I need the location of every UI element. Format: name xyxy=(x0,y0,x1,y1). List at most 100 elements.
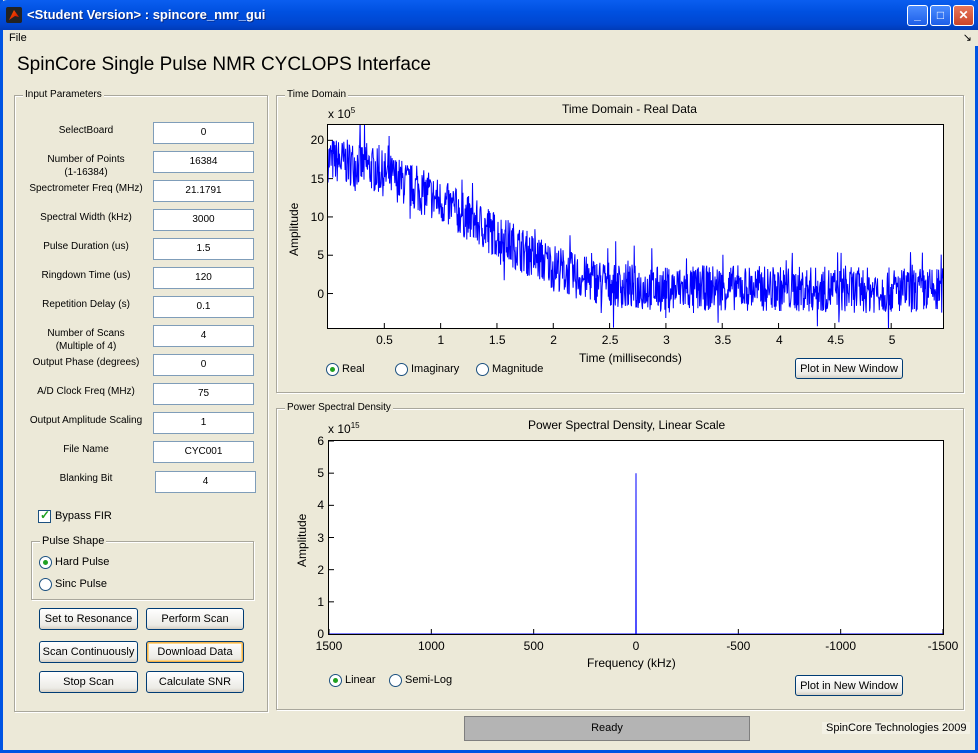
psd-plot-title: Power Spectral Density, Linear Scale xyxy=(528,418,726,432)
stop-scan-button[interactable]: Stop Scan xyxy=(39,671,138,693)
param-input[interactable]: CYC001 xyxy=(153,441,254,463)
param-label: A/D Clock Freq (MHz) xyxy=(37,386,135,397)
psd-y-tick: 5 xyxy=(317,466,324,481)
param-input[interactable]: 75 xyxy=(153,383,254,405)
param-input[interactable]: 21.1791 xyxy=(153,180,254,202)
param-input[interactable]: 1.5 xyxy=(153,238,254,260)
time-y-axis-label: Amplitude xyxy=(287,202,301,256)
menu-file[interactable]: File xyxy=(9,32,27,44)
credit-text: SpinCore Technologies 2009 xyxy=(822,722,971,734)
param-label: Number of Points (1-16384) xyxy=(47,154,125,178)
psd-x-tick: 1000 xyxy=(417,639,445,653)
time-y-tick: 0 xyxy=(317,286,324,301)
perform-scan-button[interactable]: Perform Scan xyxy=(146,608,244,630)
sinc-pulse-radio[interactable] xyxy=(39,578,52,591)
param-input[interactable]: 0 xyxy=(153,354,254,376)
time-x-tick: 1 xyxy=(437,333,445,347)
window-title: <Student Version> : spincore_nmr_gui xyxy=(27,7,266,22)
real-radio[interactable] xyxy=(326,363,339,376)
bypass-fir-checkbox[interactable] xyxy=(38,508,51,523)
psd-plot-svg xyxy=(329,441,943,634)
param-input[interactable]: 3000 xyxy=(153,209,254,231)
time-y-tick: 5 xyxy=(317,248,324,263)
real-label: Real xyxy=(342,363,365,375)
scan-continuously-button[interactable]: Scan Continuously xyxy=(39,641,138,663)
time-x-tick: 0.5 xyxy=(376,333,393,347)
magnitude-label: Magnitude xyxy=(492,363,544,375)
magnitude-radio[interactable] xyxy=(476,363,489,376)
psd-y-tick: 2 xyxy=(317,562,324,577)
psd-y-axis-label: Amplitude xyxy=(295,513,309,567)
download-data-button[interactable]: Download Data xyxy=(146,641,244,663)
time-plot-svg xyxy=(328,125,943,328)
param-input[interactable]: 16384 xyxy=(153,151,254,173)
pulse-shape-label: Pulse Shape xyxy=(40,535,107,547)
title-bar[interactable]: <Student Version> : spincore_nmr_gui _ □… xyxy=(0,0,978,30)
psd-plot[interactable] xyxy=(328,440,944,635)
param-input[interactable]: 4 xyxy=(155,471,256,493)
time-y-tick: 15 xyxy=(310,171,324,186)
param-input[interactable]: 0 xyxy=(153,122,254,144)
param-input[interactable]: 0.1 xyxy=(153,296,254,318)
param-label: Spectrometer Freq (MHz) xyxy=(29,183,143,194)
psd-y-tick: 1 xyxy=(317,594,324,609)
param-label: Blanking Bit xyxy=(59,473,113,484)
set-to-resonance-button[interactable]: Set to Resonance xyxy=(39,608,138,630)
psd-y-tick: 3 xyxy=(317,530,324,545)
close-button[interactable]: ✕ xyxy=(953,5,974,26)
semi-log-label: Semi-Log xyxy=(405,674,453,686)
imaginary-radio[interactable] xyxy=(395,363,408,376)
time-x-tick: 4.5 xyxy=(827,333,845,347)
psd-x-tick: -500 xyxy=(726,639,751,653)
psd-x-axis-label: Frequency (kHz) xyxy=(587,656,676,670)
param-input[interactable]: 1 xyxy=(153,412,254,434)
time-y-exponent: x 105 xyxy=(328,106,356,121)
minimize-button[interactable]: _ xyxy=(907,5,928,26)
calculate-snr-button[interactable]: Calculate SNR xyxy=(146,671,244,693)
psd-x-tick: -1000 xyxy=(825,639,857,653)
param-input[interactable]: 4 xyxy=(153,325,254,347)
time-x-tick: 3 xyxy=(663,333,670,347)
linear-radio[interactable] xyxy=(329,674,342,687)
param-label: Output Phase (degrees) xyxy=(32,357,140,368)
psd-x-tick: 0 xyxy=(632,639,640,653)
param-label: Repetition Delay (s) xyxy=(42,299,130,310)
hard-pulse-label: Hard Pulse xyxy=(55,556,110,568)
param-label: Spectral Width (kHz) xyxy=(40,212,132,223)
menu-bar: File ↘ xyxy=(3,30,978,46)
pulse-shape-panel: Pulse Shape xyxy=(31,535,254,600)
hard-pulse-radio[interactable] xyxy=(39,556,52,569)
param-label: Output Amplitude Scaling xyxy=(29,415,143,426)
param-label: Number of Scans (Multiple of 4) xyxy=(47,328,125,352)
param-label: Ringdown Time (us) xyxy=(41,270,131,281)
time-y-tick: 20 xyxy=(310,133,324,148)
psd-plot-new-window-button[interactable]: Plot in New Window xyxy=(795,675,903,696)
param-label: SelectBoard xyxy=(58,125,114,136)
time-plot-new-window-button[interactable]: Plot in New Window xyxy=(795,358,903,379)
psd-y-exponent: x 1015 xyxy=(328,421,360,436)
time-real-series-line xyxy=(328,125,943,328)
time-plot-title: Time Domain - Real Data xyxy=(562,102,697,116)
time-x-tick: 5 xyxy=(888,333,896,347)
param-label: Pulse Duration (us) xyxy=(43,241,129,252)
time-x-tick: 2.5 xyxy=(601,333,619,347)
psd-series-line xyxy=(329,473,943,634)
psd-x-tick: 500 xyxy=(523,639,544,653)
time-x-tick: 1.5 xyxy=(488,333,506,347)
maximize-button[interactable]: □ xyxy=(930,5,951,26)
time-domain-panel: Time Domain xyxy=(276,89,964,393)
time-domain-plot[interactable] xyxy=(327,124,944,329)
status-bar: Ready xyxy=(464,716,750,741)
time-x-tick: 4 xyxy=(775,333,783,347)
param-label: File Name xyxy=(63,444,109,455)
bypass-fir-label: Bypass FIR xyxy=(55,510,112,522)
input-parameters-label: Input Parameters xyxy=(23,89,104,100)
psd-x-tick: 1500 xyxy=(315,639,343,653)
time-x-axis-label: Time (milliseconds) xyxy=(579,351,682,365)
param-input[interactable]: 120 xyxy=(153,267,254,289)
psd-label: Power Spectral Density xyxy=(285,402,393,413)
semi-log-radio[interactable] xyxy=(389,674,402,687)
dock-arrow-icon[interactable]: ↘ xyxy=(962,32,972,44)
input-parameters-panel: Input Parameters xyxy=(14,89,268,712)
time-x-tick: 2 xyxy=(550,333,557,347)
